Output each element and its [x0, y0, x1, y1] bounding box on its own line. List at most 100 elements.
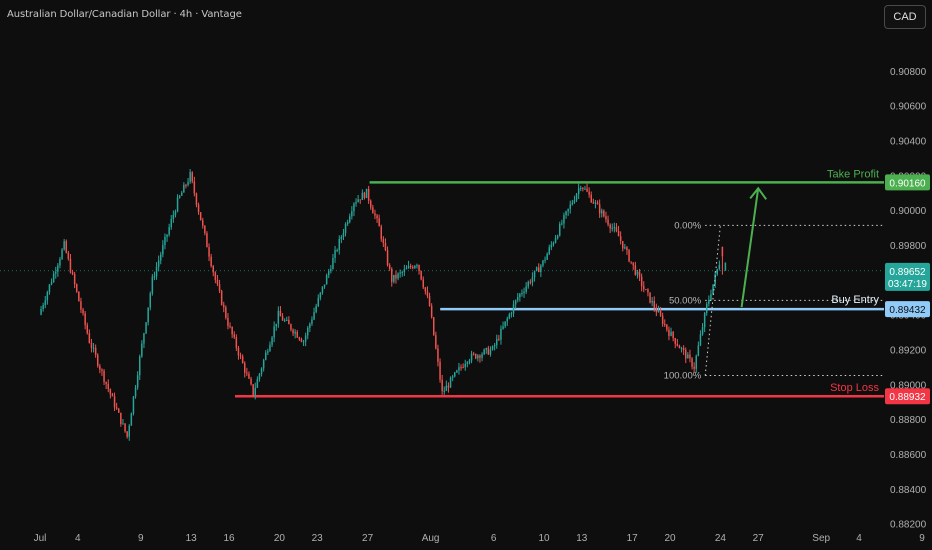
candle-up	[353, 203, 355, 212]
candle-up	[535, 267, 538, 271]
candle-down	[204, 225, 206, 234]
candle-up	[401, 272, 403, 274]
candle-up	[170, 219, 172, 228]
candle-down	[664, 324, 666, 326]
stop-loss-label: Stop Loss	[830, 382, 879, 394]
x-tick-label: 27	[753, 533, 765, 544]
candle-down	[279, 310, 282, 317]
candle-up	[61, 249, 63, 260]
candle-down	[661, 315, 664, 325]
candle-up	[561, 223, 563, 225]
candle-down	[475, 354, 477, 359]
candle-up	[458, 367, 460, 371]
candle-up	[651, 300, 653, 303]
candle-down	[103, 370, 105, 382]
candle-down	[105, 381, 107, 384]
candle-down	[367, 188, 370, 201]
candle-down	[223, 304, 225, 308]
currency-button[interactable]: CAD	[884, 5, 926, 29]
candle-up	[304, 335, 307, 342]
candle-up	[277, 310, 280, 324]
candle-up	[275, 323, 277, 327]
candle-up	[187, 181, 189, 185]
x-tick-label: 27	[362, 533, 374, 544]
x-tick-label: 24	[715, 533, 727, 544]
candle-up	[134, 387, 137, 397]
candle-up	[414, 265, 416, 269]
candle-down	[605, 216, 607, 220]
y-tick-label: 0.90800	[890, 67, 927, 78]
candle-down	[409, 266, 412, 268]
candle-up	[130, 413, 133, 426]
candle-down	[82, 309, 84, 314]
candle-down	[386, 250, 389, 265]
candle-down	[191, 172, 193, 182]
candle-down	[437, 348, 439, 362]
candle-up	[149, 293, 151, 308]
x-tick-label: 13	[576, 533, 588, 544]
candle-down	[487, 348, 490, 355]
candle-up	[483, 349, 485, 355]
candle-up	[445, 385, 448, 392]
candle-up	[548, 247, 550, 254]
candle-up	[63, 241, 65, 250]
candle-down	[619, 236, 622, 241]
candle-up	[155, 266, 158, 277]
candle-down	[382, 239, 385, 244]
candle-up	[271, 337, 273, 345]
candle-up	[466, 362, 469, 365]
candlestick-series	[40, 169, 727, 441]
y-tick-label: 0.90000	[890, 206, 927, 217]
candle-down	[107, 383, 109, 390]
candle-up	[294, 331, 296, 334]
candle-up	[160, 254, 162, 261]
candle-up	[309, 323, 311, 328]
candle-up	[554, 238, 557, 243]
candle-up	[181, 192, 183, 196]
candle-up	[569, 204, 571, 209]
countdown: 03:47:19	[888, 279, 927, 290]
candle-down	[460, 367, 462, 369]
x-tick-label: 20	[664, 533, 676, 544]
candle-up	[523, 291, 525, 294]
candle-down	[420, 270, 422, 280]
candle-down	[71, 272, 74, 274]
candle-up	[153, 276, 156, 278]
candle-up	[405, 268, 408, 270]
candle-up	[456, 370, 458, 373]
candle-up	[512, 304, 515, 314]
candle-up	[489, 349, 492, 355]
candle-down	[126, 431, 128, 437]
candle-up	[699, 334, 702, 346]
candle-down	[685, 350, 687, 359]
candle-up	[361, 192, 364, 201]
candle-up	[52, 273, 55, 282]
candle-down	[472, 353, 475, 355]
candle-up	[454, 372, 456, 377]
candle-up	[706, 303, 708, 313]
current-price: 0.89652	[889, 267, 926, 278]
candle-down	[638, 271, 641, 277]
time-axis: Jul 4 9 13 16 20 23 27 Aug 6 10 13 17 20 24 27 Sep 4 9	[34, 533, 926, 544]
candle-down	[359, 199, 361, 201]
candle-up	[40, 308, 42, 315]
x-tick-label: 9	[138, 533, 144, 544]
candle-up	[338, 238, 340, 251]
candle-up	[325, 275, 328, 285]
x-tick-label: 6	[491, 533, 497, 544]
y-tick-label: 0.88600	[890, 450, 927, 461]
candle-up	[50, 281, 53, 285]
candle-up	[351, 211, 353, 217]
candle-down	[607, 219, 609, 225]
candle-down	[113, 396, 116, 408]
candle-up	[468, 360, 471, 363]
candle-up	[580, 187, 582, 189]
candle-up	[132, 396, 135, 414]
candle-up	[611, 227, 613, 229]
candle-down	[643, 286, 645, 290]
candle-down	[609, 224, 611, 229]
candle-down	[691, 358, 693, 367]
candle-down	[388, 264, 391, 269]
candle-up	[355, 202, 357, 204]
